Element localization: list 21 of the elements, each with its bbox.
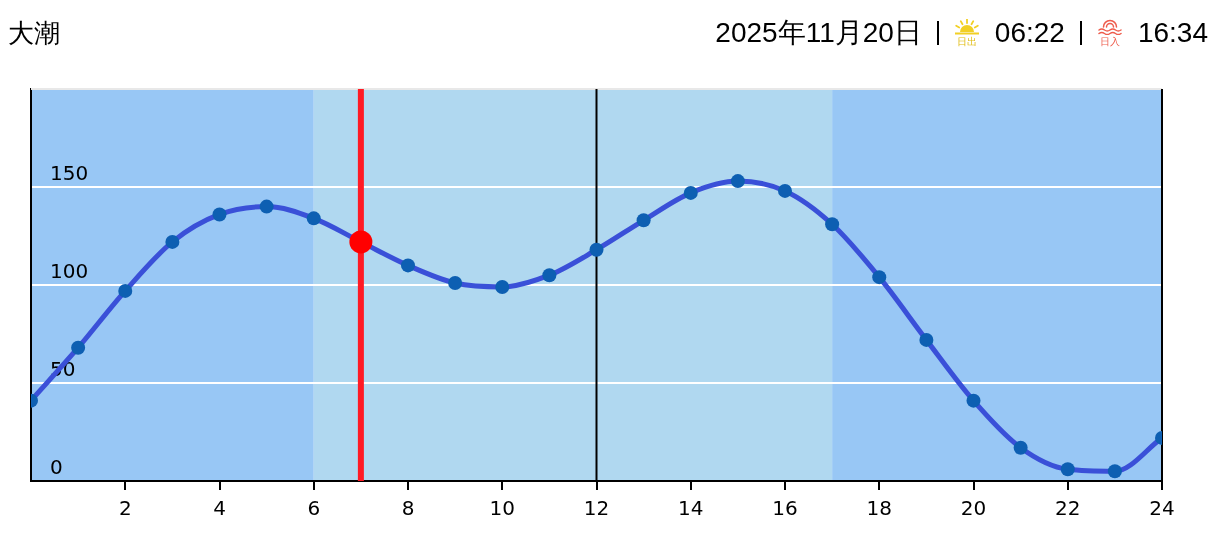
x-tick-label: 2 [118,496,132,521]
y-tick-label: 150 [50,161,89,186]
x-tick-label: 14 [678,496,704,521]
x-tick-label: 22 [1055,496,1081,521]
text: 日入 [1099,36,1120,47]
x-tick-label: 16 [772,496,798,521]
y-tick-label: 0 [50,455,63,480]
text: 日出 [956,36,977,47]
chart-title: 大潮 [8,18,60,48]
x-tick-label: 6 [307,496,321,521]
chart-subtitle: 2025年11月20日 [715,17,922,49]
x-tick-label: 4 [213,496,226,521]
y-tick-label: 100 [50,259,89,284]
x-tick-label: 20 [960,496,987,521]
x-tick-label: 8 [401,496,415,521]
x-tick-label: 12 [583,496,610,521]
x-tick-label: 10 [489,496,515,521]
x-tick-label: 18 [866,496,892,521]
text: 06:22 [994,17,1065,49]
x-tick-label: 24 [1149,496,1175,521]
text: 16:34 [1137,17,1208,49]
